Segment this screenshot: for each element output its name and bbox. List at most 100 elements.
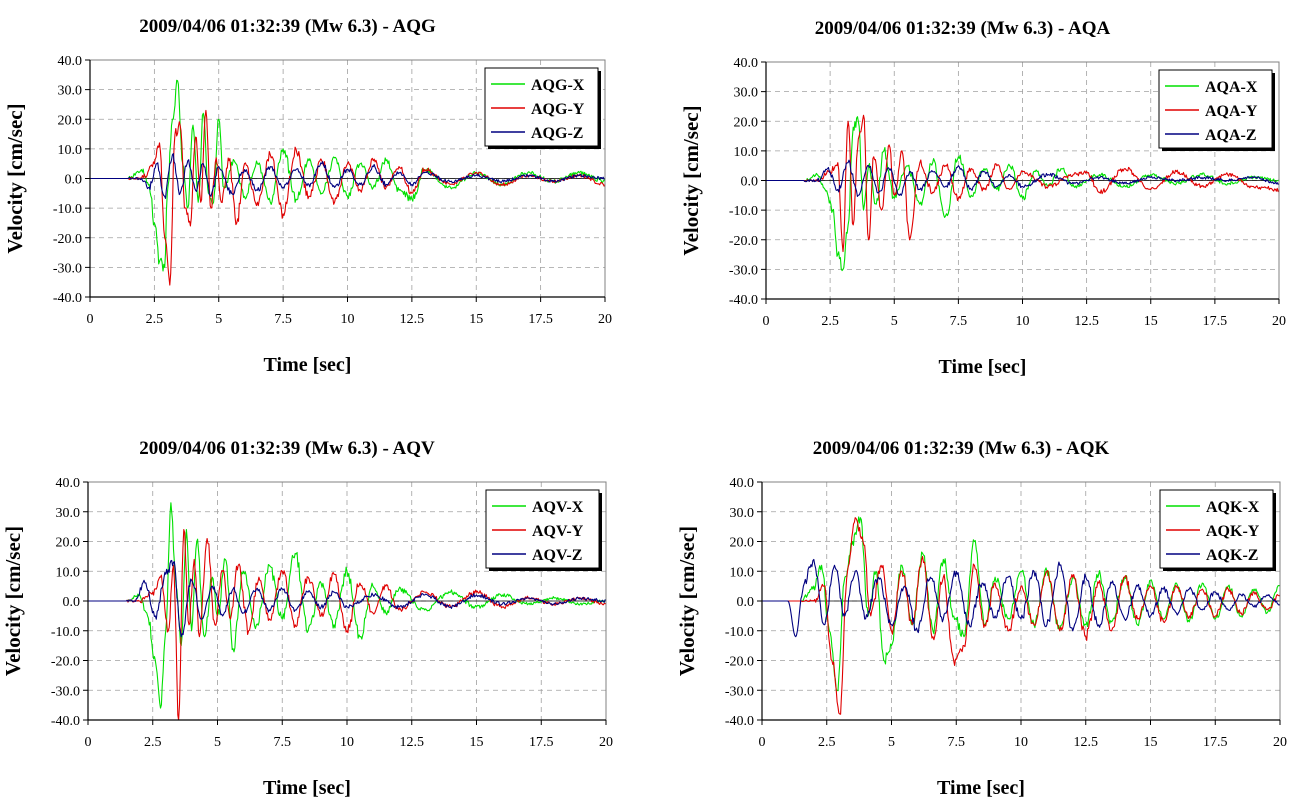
x-axis-label: Time [sec] — [939, 356, 1027, 378]
y-tick-label: 40.0 — [730, 476, 755, 491]
x-tick-label: 0 — [85, 735, 92, 750]
legend-label: AQV-Z — [532, 547, 582, 564]
y-tick-label: -30.0 — [53, 261, 82, 276]
y-tick-label: 30.0 — [734, 86, 759, 101]
x-tick-label: 12.5 — [1074, 735, 1099, 750]
y-tick-label: -30.0 — [51, 684, 80, 699]
x-tick-label: 20 — [599, 735, 613, 750]
y-tick-label: 40.0 — [56, 476, 81, 491]
x-tick-label: 20 — [598, 312, 612, 327]
y-tick-label: 20.0 — [56, 536, 81, 551]
chart-3: 0 2.5 5 7.5 10 12.5 15 17.5 20 -40.0 -30.0 -20.0 -10… — [1, 438, 613, 799]
x-tick-label: 12.5 — [400, 312, 425, 327]
legend-box — [1158, 69, 1273, 149]
legend-label: AQA-Y — [1205, 103, 1258, 120]
y-tick-label: 20.0 — [730, 536, 755, 551]
y-tick-label: 20.0 — [734, 115, 759, 130]
legend-label: AQG-Z — [531, 125, 583, 142]
x-tick-label: 7.5 — [950, 314, 968, 329]
y-tick-label: 10.0 — [58, 143, 83, 158]
x-tick-label: 17.5 — [529, 735, 554, 750]
x-tick-label: 7.5 — [274, 312, 292, 327]
series-line-x — [762, 516, 1281, 692]
x-tick-label: 17.5 — [1203, 314, 1228, 329]
y-tick-label: -10.0 — [725, 625, 754, 640]
x-tick-label: 5 — [891, 314, 898, 329]
y-tick-label: 40.0 — [58, 54, 83, 69]
y-tick-label: -20.0 — [51, 655, 80, 670]
y-tick-label: -40.0 — [53, 291, 82, 306]
y-tick-label: 30.0 — [56, 506, 81, 521]
y-axis-label: Velocity [cm/sec] — [1, 526, 25, 676]
y-tick-label: 30.0 — [58, 84, 83, 99]
series-line-y — [88, 529, 607, 721]
chart-title: 2009/04/06 01:32:39 (Mw 6.3) - AQK — [813, 438, 1110, 459]
y-tick-label: -20.0 — [53, 232, 82, 247]
y-tick-label: 0.0 — [741, 175, 759, 190]
x-tick-label: 2.5 — [821, 314, 839, 329]
y-axis-label: Velocity [cm/sec] — [675, 526, 699, 676]
y-tick-label: -40.0 — [729, 293, 758, 308]
y-tick-label: -30.0 — [729, 263, 758, 278]
x-tick-label: 5 — [888, 735, 895, 750]
y-tick-label: 10.0 — [730, 565, 755, 580]
x-tick-label: 7.5 — [274, 735, 292, 750]
y-tick-label: 0.0 — [63, 595, 81, 610]
x-tick-label: 0 — [759, 735, 766, 750]
x-tick-label: 0 — [763, 314, 770, 329]
x-tick-label: 0 — [87, 312, 94, 327]
x-tick-label: 10 — [1014, 735, 1028, 750]
x-axis-label: Time [sec] — [263, 777, 351, 799]
y-tick-label: 0.0 — [737, 595, 755, 610]
y-tick-label: 30.0 — [730, 506, 755, 521]
y-tick-label: 20.0 — [58, 113, 83, 128]
legend-label: AQV-X — [532, 499, 584, 516]
chart-title: 2009/04/06 01:32:39 (Mw 6.3) - AQA — [815, 18, 1111, 39]
x-tick-label: 15 — [1144, 314, 1158, 329]
legend: AQG-X AQG-Y AQG-Z — [484, 67, 601, 149]
x-tick-label: 5 — [214, 735, 221, 750]
y-tick-label: 0.0 — [65, 173, 83, 188]
series-line-z — [766, 159, 1280, 197]
y-tick-label: -20.0 — [729, 234, 758, 249]
chart-4: 0 2.5 5 7.5 10 12.5 15 17.5 20 -40.0 -30.0 -20.0 -10… — [675, 438, 1287, 799]
series-line-z — [762, 558, 1281, 638]
y-tick-label: -40.0 — [51, 714, 80, 729]
y-axis-label: Velocity [cm/sec] — [679, 105, 703, 255]
legend-label: AQA-Z — [1205, 127, 1257, 144]
legend-label: AQK-Z — [1206, 547, 1258, 564]
y-tick-label: -30.0 — [725, 684, 754, 699]
x-tick-label: 2.5 — [818, 735, 836, 750]
x-tick-label: 10 — [341, 312, 355, 327]
legend-box — [1159, 489, 1274, 569]
chart-2: 0 2.5 5 7.5 10 12.5 15 17.5 20 -40.0 -30.0 -20.0 -10… — [679, 18, 1286, 378]
legend: AQV-X AQV-Y AQV-Z — [485, 489, 602, 571]
series-line-y — [762, 517, 1281, 715]
x-axis-label: Time [sec] — [937, 777, 1025, 799]
y-tick-label: 40.0 — [734, 56, 759, 71]
x-tick-label: 17.5 — [528, 312, 553, 327]
x-tick-label: 7.5 — [948, 735, 966, 750]
series-line-z — [88, 559, 607, 638]
x-tick-label: 12.5 — [400, 735, 425, 750]
legend: AQK-X AQK-Y AQK-Z — [1159, 489, 1276, 571]
legend-box — [484, 67, 599, 147]
x-tick-label: 12.5 — [1074, 314, 1099, 329]
legend-label: AQG-X — [531, 77, 585, 94]
y-tick-label: -40.0 — [725, 714, 754, 729]
x-tick-label: 15 — [1144, 735, 1158, 750]
y-tick-label: -20.0 — [725, 655, 754, 670]
series-line-x — [766, 116, 1280, 272]
x-tick-label: 10 — [1016, 314, 1030, 329]
chart-1: 0 2.5 5 7.5 10 12.5 15 17.5 20 -40.0 -30.0 -20.0 -10… — [3, 16, 612, 376]
x-tick-label: 15 — [470, 735, 484, 750]
series-line-x — [90, 79, 606, 272]
chart-title: 2009/04/06 01:32:39 (Mw 6.3) - AQV — [139, 438, 435, 459]
legend-label: AQV-Y — [532, 523, 584, 540]
y-tick-label: 10.0 — [56, 565, 81, 580]
legend: AQA-X AQA-Y AQA-Z — [1158, 69, 1275, 151]
legend-label: AQK-X — [1206, 499, 1260, 516]
x-tick-label: 2.5 — [146, 312, 164, 327]
y-tick-label: -10.0 — [51, 625, 80, 640]
legend-label: AQG-Y — [531, 101, 585, 118]
